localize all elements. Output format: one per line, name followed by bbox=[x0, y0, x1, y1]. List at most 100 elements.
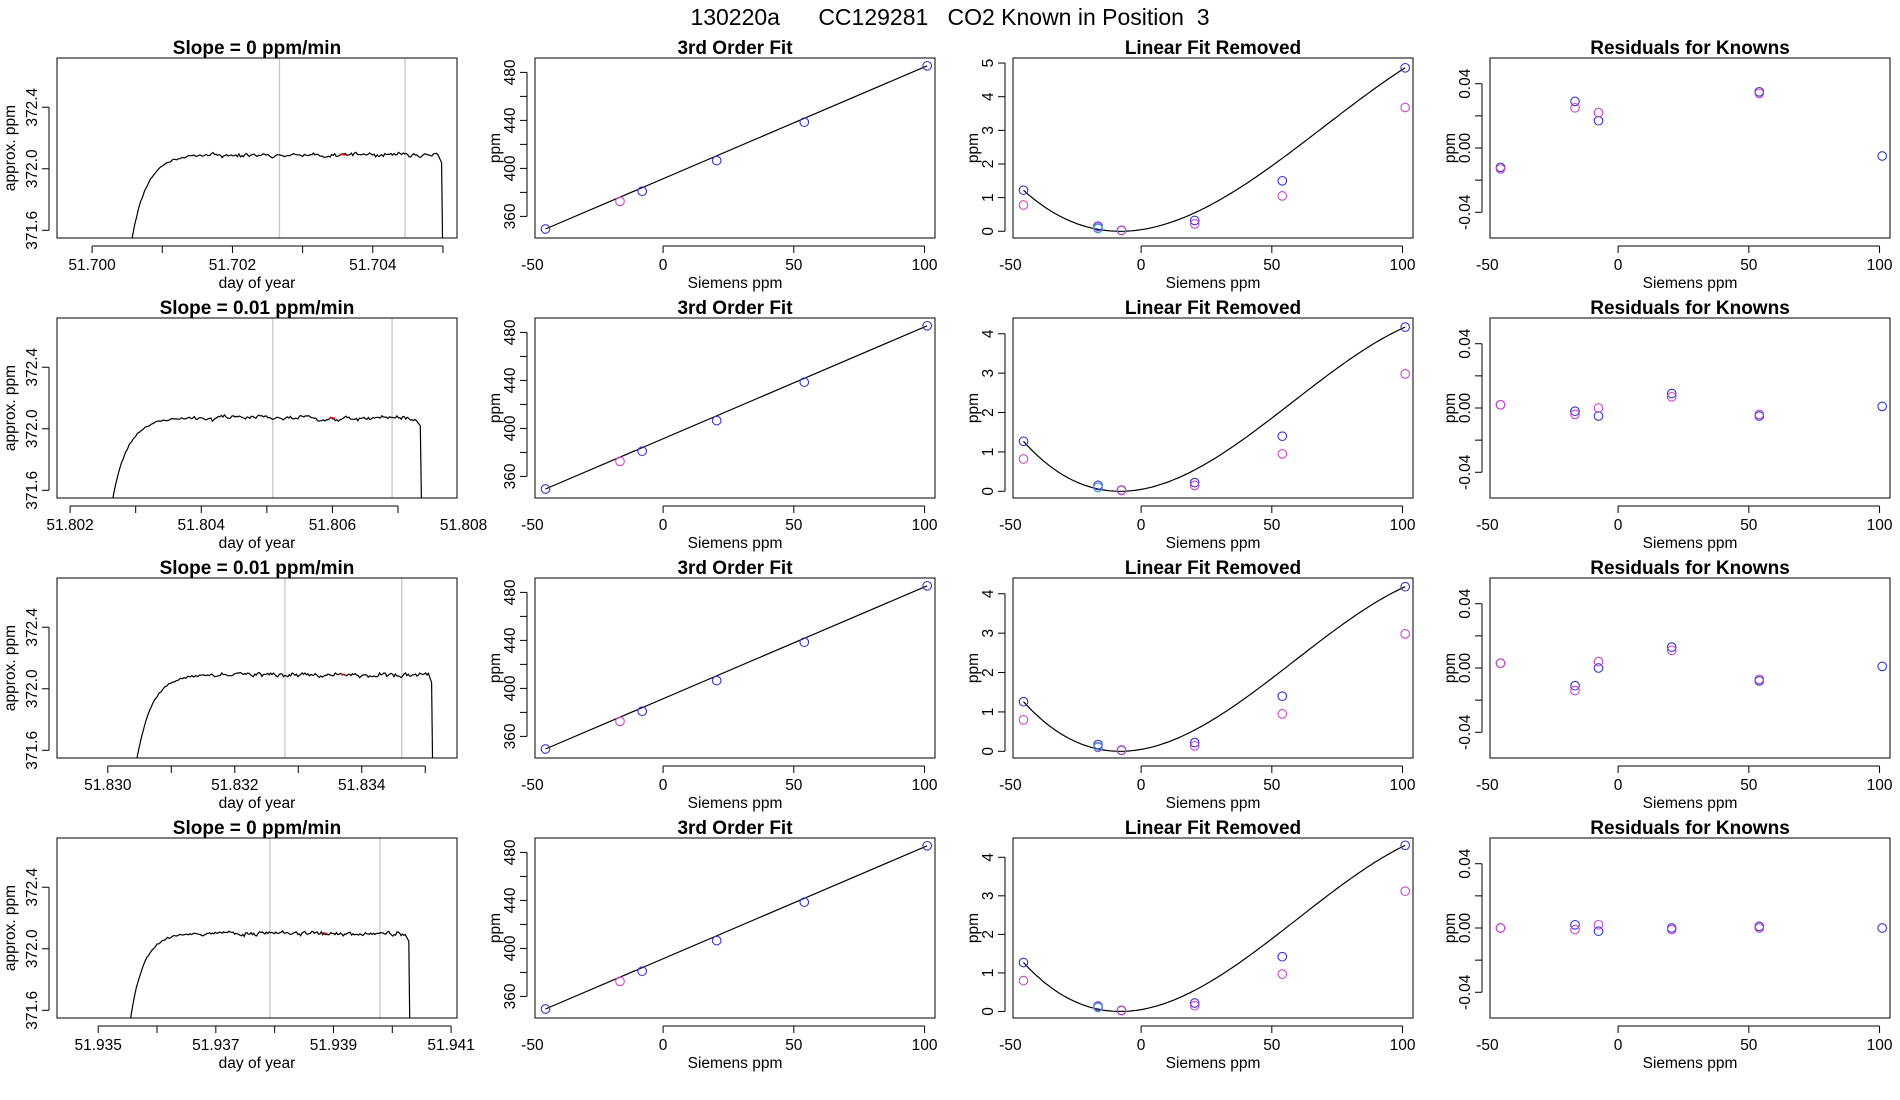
panel-r1c4-x-label: Siemens ppm bbox=[1643, 275, 1738, 292]
panel-r1c4-point-s2-1 bbox=[1495, 164, 1506, 174]
panel-r2c3-point-s1-6 bbox=[1400, 322, 1411, 332]
panel-r3c3-y-tick-label-3: 2 bbox=[980, 668, 997, 677]
panel-r2c3-y-label: ppm bbox=[965, 393, 982, 423]
panel-r3c1-y-tick-label-1: 371.6 bbox=[24, 731, 41, 770]
panel-r1c1-y-tick-label-3: 372.4 bbox=[24, 87, 41, 126]
panel-r3c1-frame bbox=[56, 577, 458, 759]
panel-r3c4-point-s1-3 bbox=[1593, 663, 1604, 673]
panel-r3c3-x-tick-label-3: 50 bbox=[1263, 777, 1281, 794]
panel-r3c4-x-tick-label-2: 0 bbox=[1614, 777, 1623, 794]
panel-r4c3-point-s2-6 bbox=[1400, 886, 1411, 897]
panel-r4c3-y-tick-label-2: 1 bbox=[980, 969, 997, 978]
panel-r1c2-y-label: ppm bbox=[487, 133, 504, 163]
panel-r1c3-x-tick-label-1: -50 bbox=[999, 257, 1022, 274]
panel-r1c3-x-tick-label-4: 100 bbox=[1390, 257, 1416, 274]
panel-r4c2-y-tick-label-4: 480 bbox=[502, 839, 519, 865]
panel-r3c4-point-s2-3 bbox=[1593, 656, 1604, 667]
panel-r3c1-trace-highlight bbox=[340, 673, 347, 676]
panel-r2c3-y-tick-label-5: 4 bbox=[980, 329, 997, 338]
panel-r4c3-data bbox=[1018, 840, 1411, 1016]
panel-r2c2-point-s1-2 bbox=[637, 446, 648, 457]
panel-r1c3-point-s2-4 bbox=[1189, 219, 1200, 229]
panel-r4c2: 3rd Order Fit -50 0 50 100 Siemens ppm 360 400 4… bbox=[487, 818, 938, 1072]
panel-r2c2-x-tick-label-4: 100 bbox=[912, 517, 938, 534]
panel-r3c3-data bbox=[1018, 581, 1411, 756]
panel-r4c1-x-tick-label-3: 51.939 bbox=[310, 1037, 357, 1054]
panel-r2c3-point-s2-5 bbox=[1277, 449, 1288, 459]
panel-r4c4-y-tick-label-2: 0.00 bbox=[1457, 913, 1474, 944]
panel-r1c3-y-label: ppm bbox=[965, 133, 982, 163]
panel-r4c1-y-label: approx. ppm bbox=[2, 885, 19, 971]
panel-r2c4-y-label: ppm bbox=[1442, 393, 1459, 423]
panel-r3c2-x-tick-label-4: 100 bbox=[912, 777, 938, 794]
panel-r3c4-y-tick-label-2: 0.00 bbox=[1457, 653, 1474, 684]
panel-r4c3-point-s3-1 bbox=[1093, 1002, 1103, 1013]
panel-r4c2-x-tick-label-3: 50 bbox=[785, 1037, 803, 1054]
panel-r3c3-point-s2-4 bbox=[1189, 740, 1200, 751]
panel-r1c1-trace-highlight bbox=[339, 153, 346, 156]
panel-r2c3-data bbox=[1018, 322, 1411, 496]
panel-r2c4-point-s2-1 bbox=[1495, 399, 1506, 410]
panel-r2c3-y-tick-label-4: 3 bbox=[980, 369, 997, 378]
panel-r1c2-x-tick-label-3: 50 bbox=[785, 257, 803, 274]
panel-r2c2-data bbox=[540, 320, 933, 494]
panel-r4c3-point-s1-1 bbox=[1018, 957, 1029, 968]
panel-r2c1-x-label: day of year bbox=[219, 535, 296, 552]
panel-r4c2-title: 3rd Order Fit bbox=[677, 818, 793, 839]
panel-r1c2-frame bbox=[534, 57, 936, 239]
panel-r1c1-x-label: day of year bbox=[219, 275, 296, 292]
panel-r1c4-data bbox=[1495, 86, 1888, 174]
panel-r4c3-y-label: ppm bbox=[965, 913, 982, 943]
panel-r3c2-point-s2-1 bbox=[615, 716, 625, 727]
panel-r3c4-point-s2-5 bbox=[1754, 674, 1765, 685]
panel-r1c2-x-tick-label-2: 0 bbox=[659, 257, 668, 274]
panel-r2c4-point-s2-4 bbox=[1666, 391, 1677, 402]
panel-r4c2-x-tick-label-2: 0 bbox=[659, 1037, 668, 1054]
panel-r3c1-x-tick-label-2: 51.832 bbox=[211, 777, 258, 794]
panel-r1c3-x-tick-label-3: 50 bbox=[1263, 257, 1281, 274]
panel-r3c2-x-label: Siemens ppm bbox=[688, 795, 783, 812]
panel-r1c3-point-s1-1 bbox=[1018, 185, 1029, 196]
panel-r4c2-point-s1-4 bbox=[799, 897, 810, 908]
panel-r3c1-y-tick-label-2: 372.0 bbox=[24, 669, 41, 708]
panel-r2c2-point-s1-3 bbox=[711, 415, 722, 426]
panel-r3c1: Slope = 0.01 ppm/min 51.830 51.832 51.834 da… bbox=[2, 558, 458, 812]
panel-r4c2-y-tick-label-1: 360 bbox=[502, 983, 519, 1009]
panel-r4c1-x-tick-label-4: 51.941 bbox=[427, 1037, 474, 1054]
panel-r4c3-point-s1-6 bbox=[1400, 840, 1411, 851]
panel-r3c4-point-s1-6 bbox=[1877, 661, 1888, 672]
panel-r1c4-x-tick-label-2: 0 bbox=[1614, 257, 1623, 274]
panel-r1c1-x-tick-label-2: 51.702 bbox=[209, 257, 256, 274]
panel-r1c4: Residuals for Knowns -50 0 50 100 Siemens ppm… bbox=[1442, 38, 1893, 292]
panel-r3c1-x-label: day of year bbox=[219, 795, 296, 812]
panel-r1c2-x-tick-label-4: 100 bbox=[912, 257, 938, 274]
panel-r2c2-frame bbox=[534, 317, 936, 499]
panel-r1c2-title: 3rd Order Fit bbox=[677, 38, 793, 59]
panel-r4c2-x-tick-label-4: 100 bbox=[912, 1037, 938, 1054]
panel-r3c2-fit-line bbox=[545, 585, 928, 750]
panel-r2c1-y-tick-label-3: 372.4 bbox=[24, 347, 41, 386]
panel-r2c2-title: 3rd Order Fit bbox=[677, 298, 793, 319]
panel-r1c3-point-s2-6 bbox=[1400, 102, 1411, 113]
panel-r4c4-x-tick-label-2: 0 bbox=[1614, 1037, 1623, 1054]
panel-r2c3-point-s1-1 bbox=[1018, 436, 1029, 447]
panel-r4c1-x-label: day of year bbox=[219, 1055, 296, 1072]
panel-r4c4-x-tick-label-1: -50 bbox=[1476, 1037, 1499, 1054]
panel-r3c2-data bbox=[540, 580, 933, 754]
panel-r4c4: Residuals for Knowns -50 0 50 100 Siemens ppm… bbox=[1442, 818, 1893, 1072]
panel-r4c4-frame bbox=[1489, 837, 1891, 1019]
panel-r3c3-y-label: ppm bbox=[965, 653, 982, 683]
panel-r4c4-x-label: Siemens ppm bbox=[1643, 1055, 1738, 1072]
panel-r1c2-point-s1-5 bbox=[922, 60, 933, 71]
panel-r2c3-point-s1-4 bbox=[1189, 477, 1200, 488]
panel-r1c4-y-label: ppm bbox=[1442, 133, 1459, 163]
panel-r2c4-point-s1-2 bbox=[1570, 406, 1580, 417]
panel-r2c2-y-tick-label-2: 400 bbox=[502, 415, 519, 441]
panel-r4c1-trace-highlight bbox=[322, 931, 328, 935]
panel-r2c1-frame bbox=[56, 317, 458, 499]
panel-r2c1-x-tick-label-1: 51.802 bbox=[46, 517, 93, 534]
panel-r1c2-y-tick-label-1: 360 bbox=[502, 203, 519, 229]
panel-r2c1-x-tick-label-2: 51.804 bbox=[178, 517, 226, 534]
panel-r4c4-y-tick-label-1: -0.04 bbox=[1457, 974, 1474, 1010]
panel-r1c4-y-tick-label-2: 0.00 bbox=[1457, 133, 1474, 164]
